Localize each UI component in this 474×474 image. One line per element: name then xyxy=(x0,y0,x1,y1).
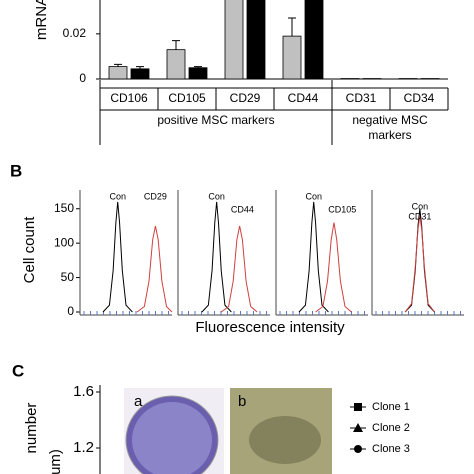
curve-label: Con xyxy=(109,191,126,201)
histogram-line xyxy=(102,201,133,313)
curve-label: Con xyxy=(305,191,322,201)
bar xyxy=(246,0,266,79)
y-tick-label: 150 xyxy=(54,201,74,215)
bar xyxy=(108,66,128,79)
x-tick-label: CD29 xyxy=(230,91,261,105)
x-tick-label: CD31 xyxy=(346,91,377,105)
histogram-line xyxy=(201,201,232,313)
curve-label: Con xyxy=(412,201,429,211)
y-tick-label: 0 xyxy=(67,304,74,318)
x-tick-label: CD105 xyxy=(168,91,206,105)
bars xyxy=(108,0,440,79)
x-tick-label: CD34 xyxy=(404,91,435,105)
bar xyxy=(224,0,244,79)
error-bar xyxy=(194,66,202,68)
y-tick-label: 50 xyxy=(61,270,75,284)
error-bar xyxy=(172,40,180,50)
y-tick-label: 0 xyxy=(79,71,86,85)
histogram-line xyxy=(298,201,329,313)
error-bar xyxy=(288,17,296,37)
bar xyxy=(166,49,186,79)
colony xyxy=(249,416,321,464)
y-axis-label: mRNA xyxy=(33,0,50,40)
y-axis-label: um) xyxy=(47,449,64,474)
error-bar xyxy=(114,63,122,67)
histogram-line xyxy=(404,208,435,313)
legend-label: Clone 3 xyxy=(372,443,410,455)
histogram-line xyxy=(315,222,352,313)
y-axis-label: number xyxy=(23,403,40,454)
dish-inner xyxy=(132,402,212,474)
legend-marker xyxy=(354,445,362,453)
legend-label: Clone 2 xyxy=(372,422,410,434)
group-label-box: negative MSC markers xyxy=(352,113,428,142)
x-axis-label: Fluorescence intensity xyxy=(195,319,345,336)
curve-label: CD105 xyxy=(328,204,356,214)
x-tick-label: CD106 xyxy=(110,91,148,105)
legend-label: Clone 1 xyxy=(372,401,410,413)
error-bar xyxy=(136,66,144,69)
panel-a-table xyxy=(99,80,449,145)
panel-label: C xyxy=(12,361,24,380)
photo-label: b xyxy=(238,393,246,410)
x-tick-label: CD44 xyxy=(288,91,319,105)
legend-marker xyxy=(353,423,363,432)
curve-label: Con xyxy=(208,191,225,201)
bar xyxy=(304,0,324,79)
y-tick-label: 0.02 xyxy=(63,26,87,40)
bar xyxy=(130,68,150,79)
curve-label: CD44 xyxy=(231,204,254,214)
photo-label: a xyxy=(134,393,143,410)
y-axis-label: Cell count xyxy=(21,216,38,284)
curve-label: CD31 xyxy=(408,211,431,221)
legend-marker xyxy=(354,403,362,411)
y-tick-label: 1.6 xyxy=(73,383,94,400)
bar xyxy=(282,35,302,79)
bar xyxy=(188,67,208,79)
histogram-line xyxy=(220,225,258,313)
group-label: positive MSC markers xyxy=(157,113,274,127)
curve-label: CD29 xyxy=(144,191,167,201)
y-tick-label: 1.2 xyxy=(73,439,94,456)
group-label: negative MSC markers xyxy=(352,113,428,142)
y-tick-label: 100 xyxy=(54,235,74,249)
photos xyxy=(124,388,332,474)
panel-label: B xyxy=(10,161,22,180)
histogram-line xyxy=(136,225,173,313)
histogram-line xyxy=(404,215,435,313)
